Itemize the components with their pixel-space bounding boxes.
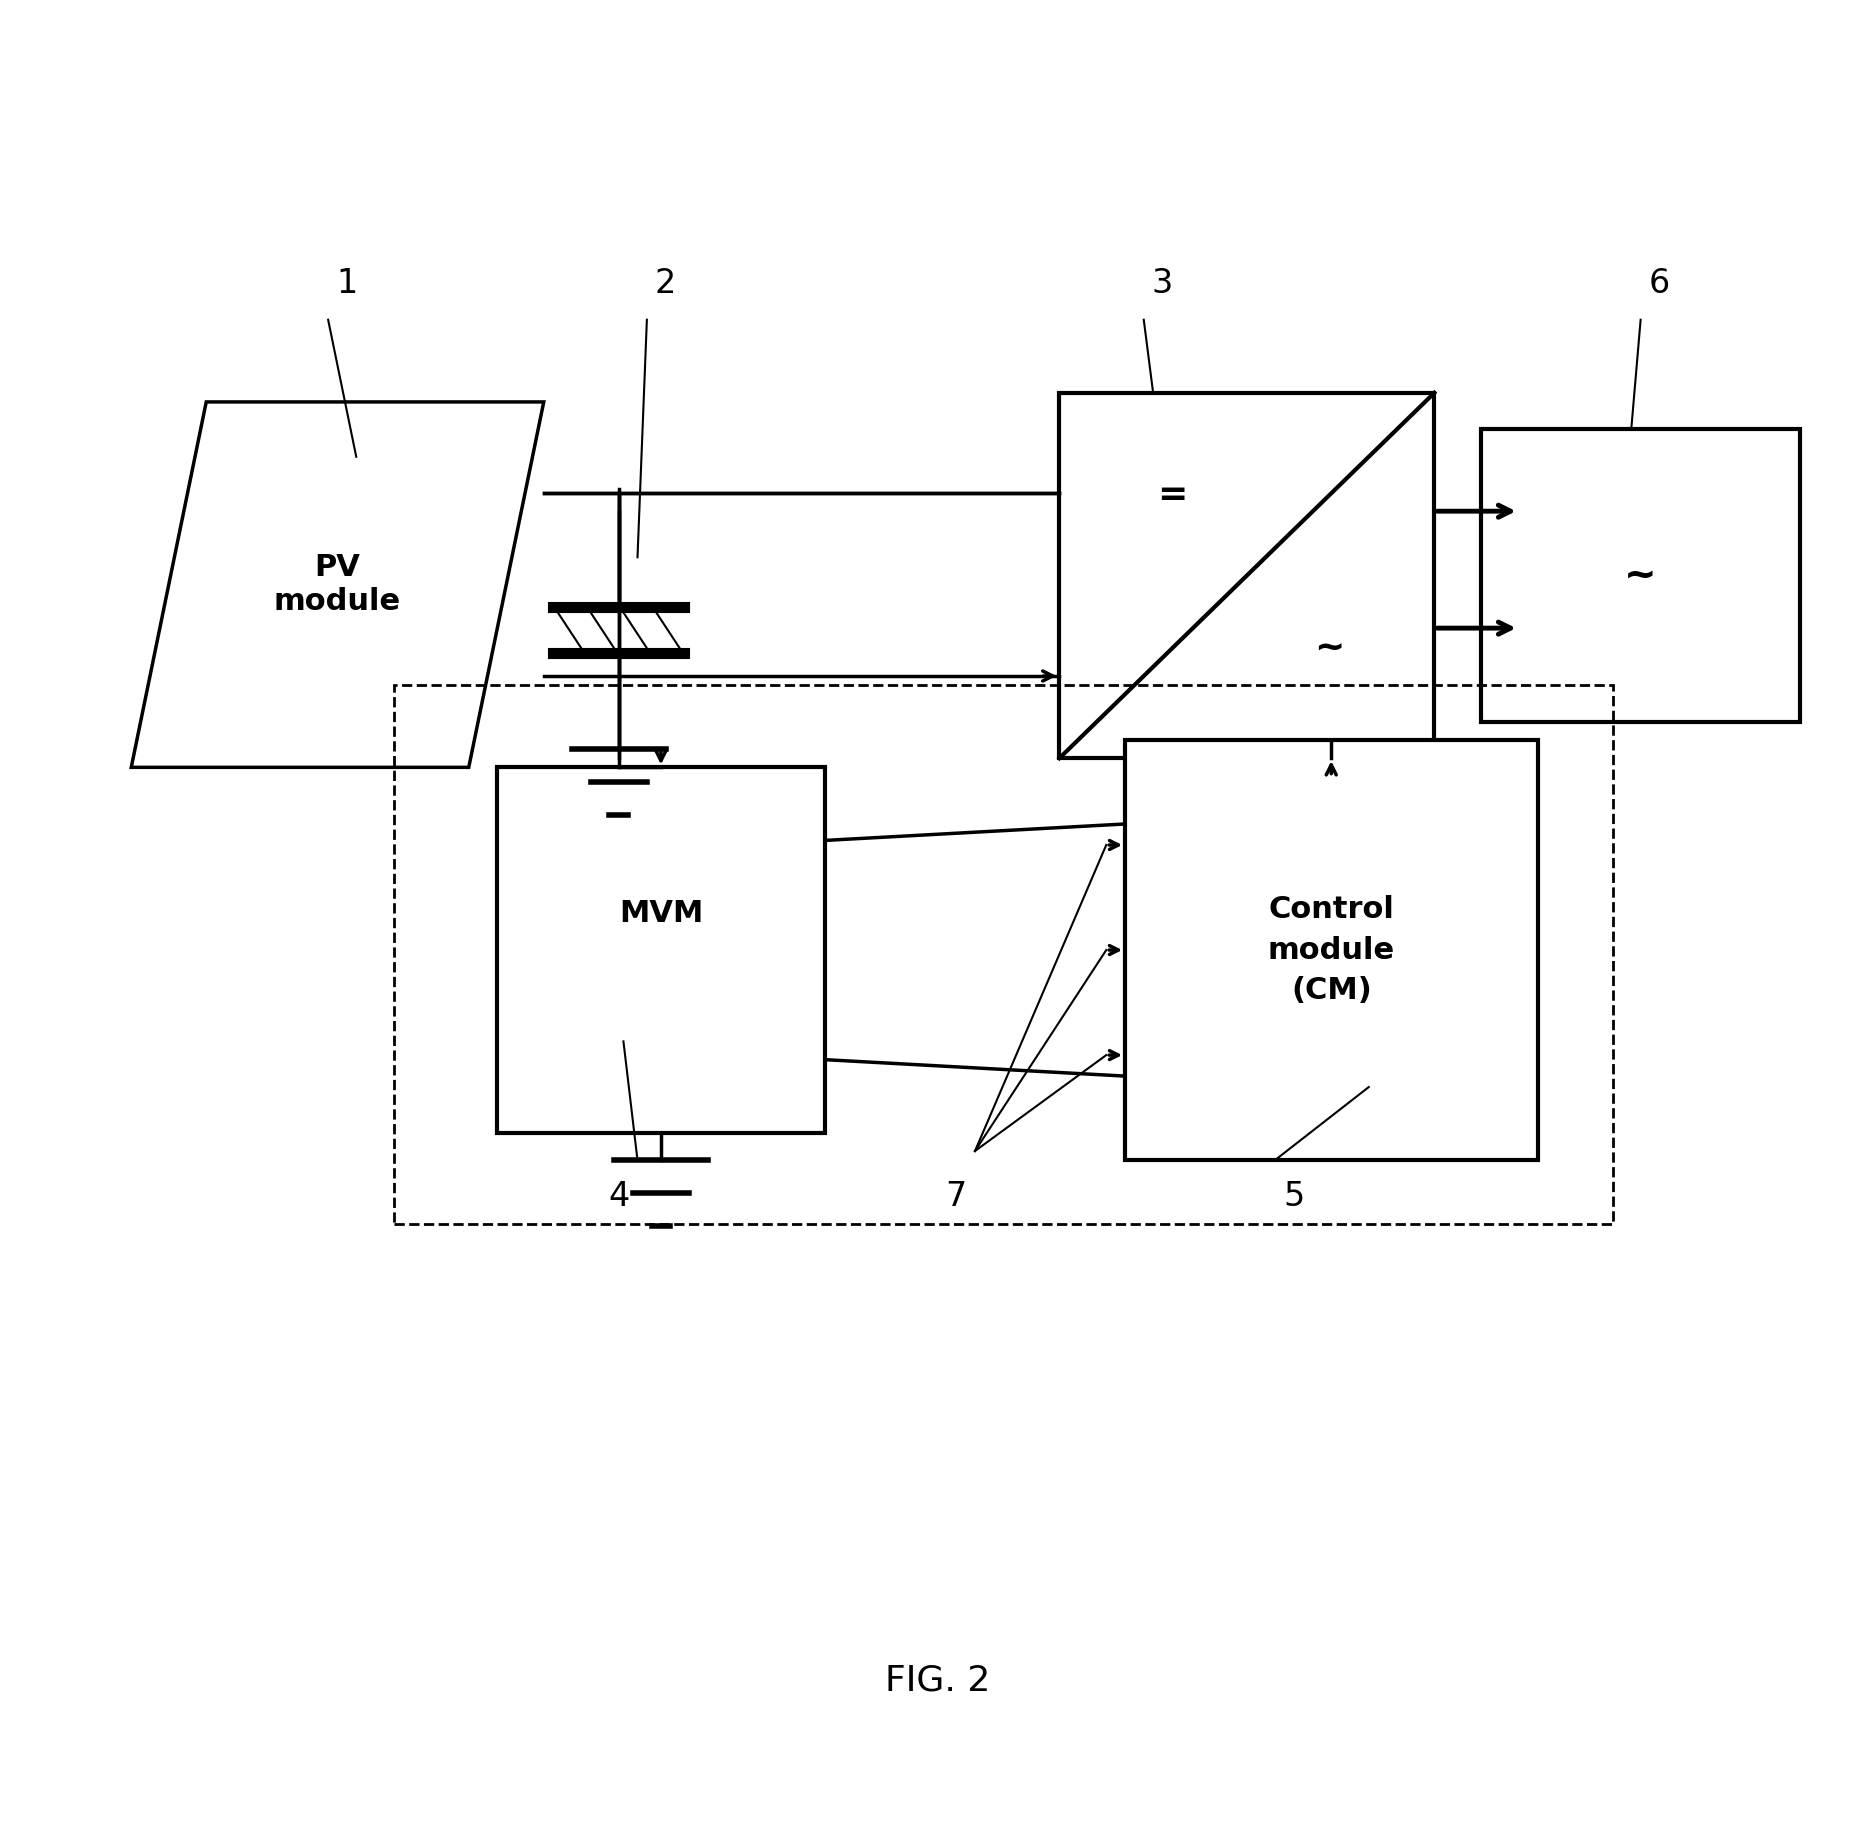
Bar — [497, 767, 825, 1133]
Bar — [1059, 393, 1434, 758]
Text: 1: 1 — [336, 267, 358, 300]
Text: 5: 5 — [1282, 1180, 1305, 1213]
Bar — [394, 685, 1612, 1224]
Text: 4: 4 — [608, 1180, 630, 1213]
Text: 7: 7 — [945, 1180, 968, 1213]
Text: ~: ~ — [1314, 632, 1344, 665]
Text: =: = — [1157, 479, 1187, 512]
Text: PV
module: PV module — [274, 554, 401, 616]
Text: 2: 2 — [654, 267, 677, 300]
Text: 3: 3 — [1151, 267, 1174, 300]
Bar — [1481, 429, 1800, 722]
Text: FIG. 2: FIG. 2 — [885, 1664, 990, 1697]
Text: 6: 6 — [1648, 267, 1671, 300]
Text: MVM: MVM — [619, 899, 703, 928]
Text: ~: ~ — [1624, 557, 1658, 594]
Text: Control
module
(CM): Control module (CM) — [1268, 895, 1395, 1005]
Bar — [1125, 740, 1538, 1160]
